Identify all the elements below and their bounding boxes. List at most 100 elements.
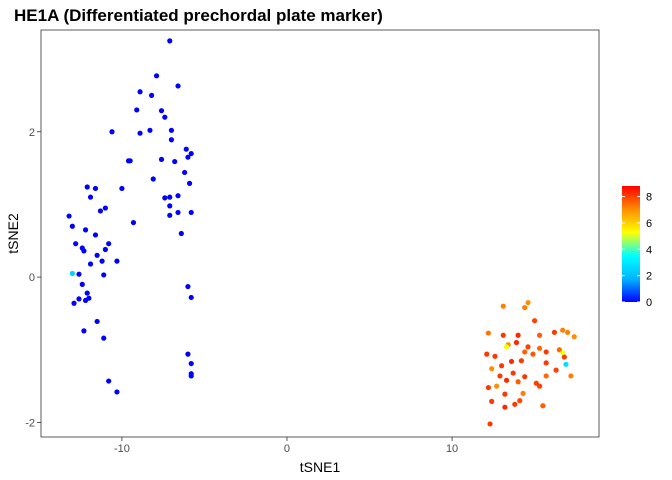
data-point bbox=[568, 373, 574, 379]
data-point bbox=[87, 261, 94, 267]
data-point bbox=[168, 137, 175, 143]
x-tick-label: 0 bbox=[284, 443, 290, 455]
data-point bbox=[79, 281, 85, 287]
data-point bbox=[168, 127, 175, 133]
data-point bbox=[188, 150, 194, 157]
data-point bbox=[175, 209, 181, 216]
data-point bbox=[158, 156, 165, 162]
data-point bbox=[172, 158, 178, 165]
data-point bbox=[522, 349, 528, 355]
data-point bbox=[525, 344, 531, 350]
data-point bbox=[510, 370, 516, 376]
data-point bbox=[532, 318, 538, 324]
data-point bbox=[489, 366, 495, 372]
chart-title: HE1A (Differentiated prechordal plate ma… bbox=[14, 6, 383, 25]
plot-panel bbox=[40, 29, 600, 438]
data-point bbox=[185, 283, 191, 290]
data-point bbox=[101, 272, 107, 278]
data-point bbox=[183, 146, 189, 152]
colorbar-tick-label: 2 bbox=[646, 271, 652, 283]
data-point bbox=[560, 327, 566, 333]
data-point bbox=[188, 294, 194, 301]
data-point bbox=[492, 353, 498, 359]
data-point bbox=[106, 241, 112, 247]
data-point bbox=[134, 107, 140, 113]
data-point bbox=[494, 383, 500, 389]
data-point bbox=[130, 219, 137, 226]
y-tick-label: -2 bbox=[25, 417, 35, 429]
data-point bbox=[114, 389, 120, 395]
data-point bbox=[102, 205, 108, 211]
data-point bbox=[175, 83, 181, 89]
data-point bbox=[186, 180, 193, 186]
data-point bbox=[71, 300, 77, 306]
colorbar-tick-label: 6 bbox=[646, 218, 652, 230]
data-point bbox=[185, 154, 191, 160]
data-point bbox=[551, 329, 558, 335]
data-point bbox=[106, 378, 112, 384]
y-tick-label: 2 bbox=[29, 127, 35, 139]
data-point bbox=[497, 373, 503, 379]
data-point bbox=[522, 305, 528, 311]
data-point bbox=[162, 195, 168, 201]
data-point bbox=[102, 246, 108, 253]
data-point bbox=[150, 176, 156, 182]
data-point bbox=[522, 374, 528, 380]
colorbar-tick-label: 0 bbox=[646, 297, 652, 309]
data-point bbox=[571, 334, 577, 340]
data-point bbox=[536, 383, 543, 389]
y-tick-label: 0 bbox=[29, 272, 35, 284]
data-point bbox=[119, 185, 125, 192]
data-point bbox=[485, 384, 491, 391]
data-point bbox=[484, 351, 490, 357]
colorbar-legend: 0 2 4 6 8 bbox=[622, 186, 652, 309]
data-point bbox=[553, 367, 559, 373]
data-point bbox=[563, 361, 569, 367]
data-point bbox=[76, 296, 82, 302]
data-point bbox=[84, 184, 90, 190]
data-point bbox=[503, 344, 510, 350]
data-point bbox=[99, 258, 105, 264]
data-point bbox=[540, 403, 546, 409]
data-point bbox=[82, 227, 89, 233]
data-point bbox=[500, 332, 506, 338]
data-point bbox=[543, 349, 549, 355]
data-point bbox=[543, 373, 549, 379]
data-point bbox=[520, 390, 526, 396]
data-point bbox=[87, 194, 94, 200]
data-point bbox=[149, 92, 155, 99]
data-point bbox=[536, 332, 543, 338]
data-point bbox=[127, 158, 133, 164]
data-point bbox=[147, 127, 153, 133]
data-point bbox=[178, 230, 184, 237]
points-layer bbox=[66, 38, 577, 427]
data-point bbox=[158, 108, 165, 114]
data-point bbox=[82, 297, 89, 303]
data-point bbox=[502, 404, 508, 410]
data-point bbox=[560, 350, 566, 356]
data-point bbox=[94, 318, 100, 325]
data-point bbox=[66, 213, 72, 219]
data-point bbox=[137, 130, 143, 136]
data-point bbox=[489, 398, 495, 404]
x-axis-title: tSNE1 bbox=[300, 459, 341, 475]
data-point bbox=[525, 299, 531, 306]
data-point bbox=[167, 212, 173, 218]
data-point bbox=[561, 354, 567, 360]
data-point bbox=[498, 363, 505, 369]
data-point bbox=[188, 373, 194, 379]
y-axis-title: tSNE2 bbox=[5, 213, 21, 254]
data-point bbox=[101, 335, 107, 341]
data-point bbox=[73, 241, 79, 247]
data-point bbox=[167, 38, 173, 44]
data-point bbox=[185, 351, 191, 357]
colorbar-tick-label: 8 bbox=[646, 192, 652, 204]
colorbar-tick-label: 4 bbox=[646, 244, 652, 256]
data-point bbox=[487, 421, 493, 427]
data-point bbox=[188, 209, 194, 216]
data-point bbox=[153, 73, 160, 79]
data-point bbox=[167, 194, 173, 200]
data-point bbox=[515, 379, 521, 385]
data-point bbox=[513, 339, 520, 346]
